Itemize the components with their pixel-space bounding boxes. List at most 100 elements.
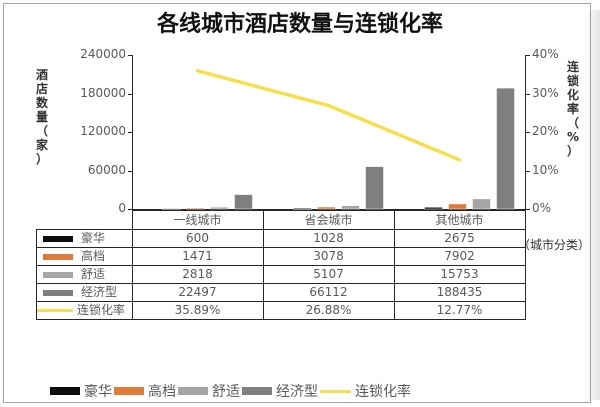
y-axis-label-char: 量 xyxy=(35,110,48,124)
y2-axis-label: 连锁化率（%） xyxy=(566,60,580,158)
y2-tick-mark xyxy=(525,209,530,210)
table-row: 豪华 600 1028 2675 xyxy=(36,229,526,248)
y2-tick-label: 10% xyxy=(532,162,559,177)
bar-swatch-icon xyxy=(43,253,73,260)
chart-title: 各线城市酒店数量与连锁化率 xyxy=(156,12,443,37)
bar-经济型 xyxy=(496,87,515,210)
table-legend-cell: 舒适 xyxy=(36,265,133,284)
y2-tick-mark xyxy=(525,170,530,172)
table-cell: 2675 xyxy=(393,229,526,248)
y2-axis-label-char: 化 xyxy=(566,88,579,102)
y-tick-label: 60000 xyxy=(87,162,126,177)
y2-tick-mark xyxy=(525,93,530,95)
y2-axis-label-char: 连 xyxy=(566,60,579,74)
y-axis-label-char: （ xyxy=(35,124,48,138)
bar-series-group xyxy=(162,87,515,210)
chain-rate-line xyxy=(195,69,462,162)
y-tick-mark xyxy=(128,209,133,210)
legend-swatch-icon xyxy=(178,387,208,395)
table-legend-cell: 高档 xyxy=(36,247,133,266)
table-cell: 26.88% xyxy=(262,301,395,320)
chart-frame xyxy=(3,3,591,403)
table-cell: 7902 xyxy=(393,247,526,266)
y-tick-mark xyxy=(128,93,133,95)
series-name: 豪华 xyxy=(81,231,106,245)
y-tick-mark xyxy=(128,55,133,56)
legend-swatch-icon xyxy=(242,387,272,395)
bar-舒适 xyxy=(472,198,491,210)
bar-豪华 xyxy=(293,208,312,210)
table-cell: 5107 xyxy=(262,265,395,284)
legend-line-icon xyxy=(320,389,351,393)
table-cell: 15753 xyxy=(393,265,526,284)
table-legend-cell: 连锁化率 xyxy=(36,301,133,320)
y2-axis-label-char: 锁 xyxy=(566,74,579,88)
table-row: 经济型 22497 66112 188435 xyxy=(36,283,526,302)
series-name: 高档 xyxy=(81,249,106,263)
y-tick-mark xyxy=(128,132,133,133)
y2-tick-label: 20% xyxy=(532,124,559,138)
y2-axis-line xyxy=(525,55,526,210)
y2-tick-label: 30% xyxy=(532,85,559,100)
bar-swatch-icon xyxy=(43,235,73,242)
y2-tick-mark xyxy=(525,55,530,56)
legend-swatch-icon xyxy=(114,387,144,395)
bar-豪华 xyxy=(162,208,181,210)
y-axis-label-char: ） xyxy=(35,152,48,166)
y2-tick-mark xyxy=(525,132,530,133)
y2-axis-label-char: （ xyxy=(566,116,579,130)
series-name: 经济型 xyxy=(81,285,118,299)
y2-axis-label-char: ） xyxy=(566,144,579,158)
bar-swatch-icon xyxy=(43,289,73,296)
data-table: 一线城市 省会城市 其他城市 豪华 600 1028 2675 高档 1471 3078 7902 舒… xyxy=(36,210,526,320)
y-tick-label: 0 xyxy=(118,201,126,215)
table-cell: 2818 xyxy=(131,265,264,284)
table-legend-cell: 经济型 xyxy=(36,283,133,302)
y-tick-mark xyxy=(128,170,133,172)
bar-高档 xyxy=(317,206,336,210)
table-header-一线城市: 一线城市 xyxy=(131,210,264,230)
table-cell: 3078 xyxy=(262,247,395,266)
bar-高档 xyxy=(448,203,467,210)
y2-axis-label-char: 率 xyxy=(566,102,579,116)
x-axis-label: （城市分类） xyxy=(518,238,591,252)
table-cell: 1028 xyxy=(262,229,395,248)
bar-swatch-icon xyxy=(43,271,73,278)
bar-舒适 xyxy=(341,205,360,210)
legend-label: 豪华 xyxy=(84,384,112,400)
y-axis-label-char: 家 xyxy=(35,138,48,152)
chart-legend: 豪华 高档 舒适 经济型 连锁化率 xyxy=(50,381,413,401)
y2-axis-label-char: % xyxy=(566,130,580,144)
y-axis-label-char: 酒 xyxy=(35,68,48,82)
y-axis-line xyxy=(132,55,133,210)
legend-label: 经济型 xyxy=(276,384,318,400)
series-name: 连锁化率 xyxy=(77,303,126,317)
series-name: 舒适 xyxy=(81,267,106,281)
bar-经济型 xyxy=(365,166,384,210)
y-axis-label-char: 店 xyxy=(35,82,48,96)
legend-label: 舒适 xyxy=(212,384,240,400)
table-cell: 22497 xyxy=(131,283,264,302)
table-row: 舒适 2818 5107 15753 xyxy=(36,265,526,284)
table-legend-cell: 豪华 xyxy=(36,229,133,248)
table-cell: 1471 xyxy=(131,247,264,266)
table-cell: 35.89% xyxy=(131,301,264,320)
table-row: 连锁化率 35.89% 26.88% 12.77% xyxy=(36,301,526,320)
table-cell: 188435 xyxy=(393,283,526,302)
y-axis-label: 酒店数量（家） xyxy=(35,68,49,166)
line-swatch-icon xyxy=(37,309,73,312)
y-tick-label: 180000 xyxy=(80,85,126,100)
table-row: 高档 1471 3078 7902 xyxy=(36,247,526,266)
table-cell: 66112 xyxy=(262,283,395,302)
bar-高档 xyxy=(186,207,205,210)
legend-swatch-icon xyxy=(50,387,80,395)
bar-经济型 xyxy=(234,194,253,210)
table-header-省会城市: 省会城市 xyxy=(262,210,395,230)
y-axis-label-char: 数 xyxy=(35,96,48,110)
frame-shadow xyxy=(585,10,600,400)
table-cell: 600 xyxy=(131,229,264,248)
legend-label: 高档 xyxy=(148,384,176,400)
y-tick-label: 120000 xyxy=(80,124,126,138)
bar-舒适 xyxy=(210,206,229,210)
